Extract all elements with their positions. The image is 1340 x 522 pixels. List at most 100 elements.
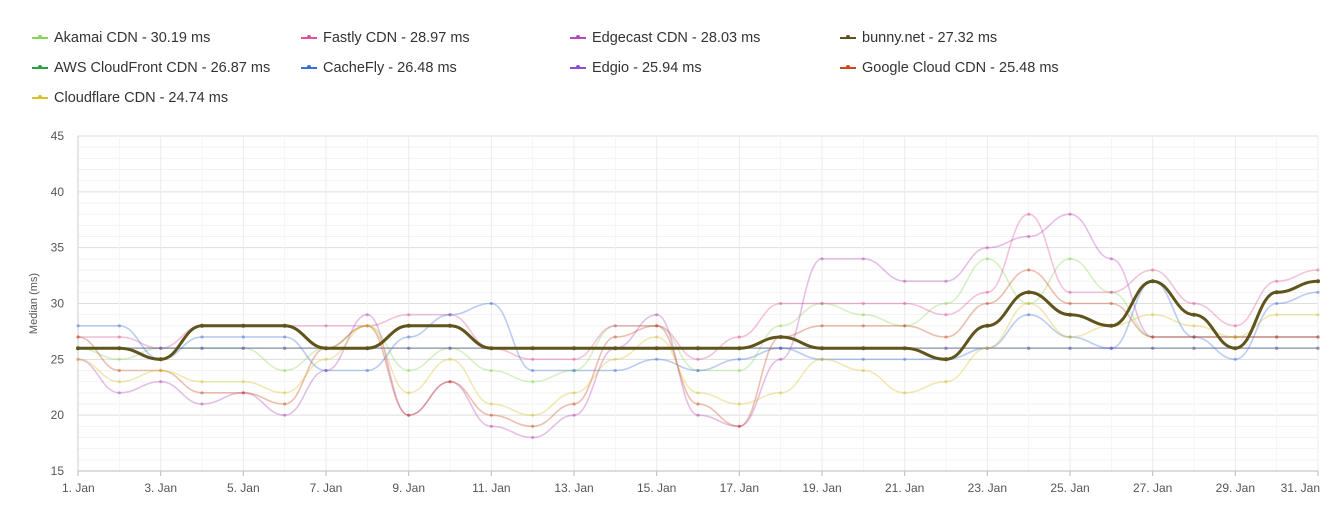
data-point bbox=[572, 413, 576, 417]
data-point bbox=[283, 413, 287, 417]
series-akamai-cdn[interactable] bbox=[76, 257, 1320, 384]
data-point bbox=[861, 346, 866, 351]
data-point bbox=[1109, 290, 1113, 294]
data-point bbox=[200, 391, 204, 395]
data-point bbox=[324, 368, 328, 373]
legend-item-fastly-cdn[interactable]: Fastly CDN - 28.97 ms bbox=[301, 28, 470, 48]
data-point bbox=[1068, 312, 1072, 317]
data-point bbox=[861, 301, 865, 306]
data-point bbox=[572, 368, 576, 373]
x-tick-label: 17. Jan bbox=[720, 481, 759, 495]
legend-label: Fastly CDN - 28.97 ms bbox=[323, 30, 470, 46]
data-point bbox=[489, 413, 493, 417]
data-point bbox=[407, 335, 411, 339]
data-point bbox=[779, 357, 783, 361]
data-point bbox=[1316, 290, 1320, 294]
x-tick-label: 3. Jan bbox=[144, 481, 177, 495]
legend-item-cachefly[interactable]: CacheFly - 26.48 ms bbox=[301, 58, 457, 78]
data-point bbox=[489, 402, 493, 406]
data-point bbox=[324, 324, 328, 328]
data-point bbox=[1109, 301, 1113, 306]
data-point bbox=[820, 324, 824, 328]
data-point bbox=[985, 290, 989, 294]
legend-item-cloudflare-cdn[interactable]: Cloudflare CDN - 24.74 ms bbox=[32, 88, 228, 108]
series-cloudflare-cdn[interactable] bbox=[76, 301, 1320, 417]
data-point bbox=[1027, 301, 1031, 306]
legend-item-edgecast-cdn[interactable]: Edgecast CDN - 28.03 ms bbox=[570, 28, 760, 48]
data-point bbox=[779, 391, 783, 395]
data-point bbox=[779, 346, 783, 350]
data-point bbox=[737, 424, 741, 428]
data-point bbox=[489, 424, 493, 428]
series-cachefly[interactable] bbox=[76, 279, 1320, 373]
data-point bbox=[1109, 346, 1113, 350]
data-point bbox=[324, 357, 328, 361]
data-point bbox=[1068, 290, 1072, 294]
data-point bbox=[1068, 335, 1072, 339]
data-point bbox=[1151, 335, 1155, 339]
data-point bbox=[241, 323, 246, 328]
data-point bbox=[1027, 212, 1031, 216]
series-edgecast-cdn[interactable] bbox=[76, 212, 1320, 440]
data-point bbox=[1192, 301, 1196, 306]
series-line bbox=[77, 213, 1318, 439]
data-point bbox=[407, 391, 411, 395]
data-point bbox=[365, 313, 369, 317]
data-point bbox=[159, 346, 163, 350]
legend-item-edgio[interactable]: Edgio - 25.94 ms bbox=[570, 58, 702, 78]
data-point bbox=[572, 402, 576, 406]
data-point bbox=[696, 368, 700, 373]
data-point bbox=[1316, 279, 1320, 284]
y-tick-label: 40 bbox=[51, 185, 65, 199]
data-point bbox=[1192, 335, 1196, 339]
data-point bbox=[1068, 335, 1072, 339]
legend-item-bunny-net[interactable]: bunny.net - 27.32 ms bbox=[840, 28, 997, 48]
data-point bbox=[1068, 212, 1072, 216]
data-point bbox=[944, 380, 948, 384]
data-point bbox=[1233, 335, 1237, 339]
legend-swatch bbox=[570, 35, 586, 39]
data-point bbox=[1109, 346, 1113, 350]
data-point bbox=[117, 346, 122, 351]
data-point bbox=[200, 346, 204, 350]
data-point bbox=[283, 402, 287, 406]
data-point bbox=[407, 413, 411, 417]
data-point bbox=[861, 257, 865, 261]
data-point bbox=[737, 357, 741, 361]
data-point bbox=[1151, 335, 1155, 339]
data-point bbox=[696, 402, 700, 406]
series-bunny-net[interactable] bbox=[76, 279, 1320, 362]
legend-item-aws-cloudfront-cdn[interactable]: AWS CloudFront CDN - 26.87 ms bbox=[32, 58, 270, 78]
data-point bbox=[324, 368, 328, 373]
data-point bbox=[1109, 290, 1113, 294]
data-point bbox=[944, 313, 948, 317]
data-point bbox=[1151, 346, 1155, 350]
data-point bbox=[1316, 335, 1320, 339]
data-point bbox=[1233, 346, 1238, 351]
data-point bbox=[1068, 257, 1072, 261]
data-point bbox=[159, 368, 163, 373]
data-point bbox=[76, 335, 80, 339]
data-point bbox=[1109, 257, 1113, 261]
legend-item-google-cloud-cdn[interactable]: Google Cloud CDN - 25.48 ms bbox=[840, 58, 1059, 78]
x-tick-label: 19. Jan bbox=[802, 481, 841, 495]
x-tick-label: 1. Jan bbox=[62, 481, 95, 495]
x-tick-label: 31. Jan bbox=[1281, 481, 1320, 495]
data-point bbox=[241, 346, 245, 350]
data-point bbox=[1316, 346, 1320, 350]
data-point bbox=[1192, 346, 1196, 350]
data-point bbox=[117, 391, 121, 395]
data-point bbox=[531, 435, 535, 440]
data-point bbox=[655, 313, 659, 317]
data-point bbox=[985, 346, 989, 350]
data-point bbox=[985, 246, 989, 250]
data-point bbox=[531, 380, 535, 384]
legend-item-akamai-cdn[interactable]: Akamai CDN - 30.19 ms bbox=[32, 28, 210, 48]
data-point bbox=[1068, 346, 1072, 350]
grid-lines bbox=[77, 135, 1319, 472]
data-point bbox=[944, 279, 948, 283]
series-google-cloud-cdn[interactable] bbox=[76, 268, 1320, 428]
data-point bbox=[1151, 313, 1155, 317]
data-point bbox=[200, 402, 204, 406]
legend-label: Akamai CDN - 30.19 ms bbox=[54, 30, 211, 46]
